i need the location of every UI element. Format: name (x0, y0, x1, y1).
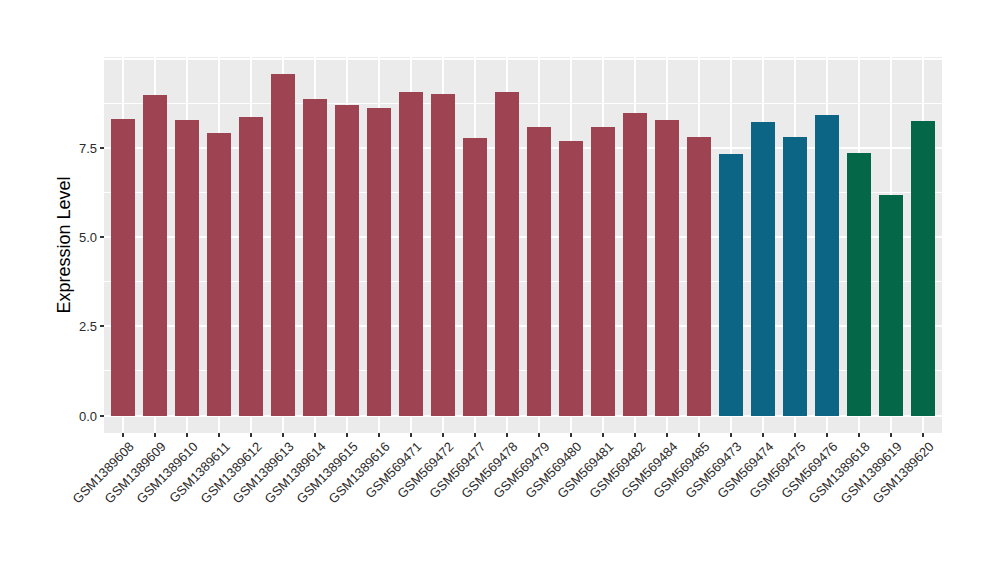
x-tick-mark (826, 433, 828, 437)
bar-GSM1389608 (111, 119, 135, 416)
x-tick-mark (122, 433, 124, 437)
y-tick-mark (100, 236, 104, 238)
x-tick-mark (634, 433, 636, 437)
bar-GSM569481 (591, 127, 615, 416)
bar-GSM1389609 (143, 95, 167, 415)
bar-GSM569476 (815, 115, 839, 416)
y-tick-label: 7.5 (79, 141, 97, 156)
bar-GSM1389613 (271, 74, 295, 416)
bar-GSM569478 (495, 92, 519, 415)
x-tick-mark (474, 433, 476, 437)
bar-GSM569480 (559, 141, 583, 415)
bar-GSM1389616 (367, 108, 391, 415)
bar-GSM1389618 (847, 153, 871, 416)
bar-GSM569477 (463, 138, 487, 416)
y-tick-label: 2.5 (79, 319, 97, 334)
plot-panel (104, 57, 942, 433)
bar-GSM1389619 (879, 195, 903, 416)
x-tick-mark (730, 433, 732, 437)
x-tick-mark (218, 433, 220, 437)
x-tick-mark (506, 433, 508, 437)
x-tick-mark (282, 433, 284, 437)
y-tick-mark (100, 147, 104, 149)
x-tick-mark (922, 433, 924, 437)
x-tick-mark (762, 433, 764, 437)
x-tick-mark (442, 433, 444, 437)
x-tick-mark (538, 433, 540, 437)
x-tick-mark (890, 433, 892, 437)
x-tick-mark (250, 433, 252, 437)
bar-GSM569473 (719, 154, 743, 416)
bar-GSM569474 (751, 122, 775, 416)
h-gridline-minor (104, 103, 942, 104)
x-tick-mark (698, 433, 700, 437)
bar-GSM569475 (783, 137, 807, 416)
y-axis-title: Expression Level (54, 95, 76, 395)
x-tick-mark (314, 433, 316, 437)
x-tick-mark (346, 433, 348, 437)
h-gridline-major (104, 58, 942, 60)
bar-GSM569472 (431, 94, 455, 415)
bar-GSM1389615 (335, 105, 359, 415)
x-tick-mark (794, 433, 796, 437)
expression-bar-chart-figure: Expression Level 0.02.55.07.5 GSM1389608… (0, 0, 1000, 580)
bar-GSM1389614 (303, 99, 327, 415)
x-tick-mark (570, 433, 572, 437)
bar-GSM1389611 (207, 133, 231, 416)
bar-GSM569479 (527, 127, 551, 416)
x-tick-mark (154, 433, 156, 437)
x-tick-mark (186, 433, 188, 437)
x-tick-mark (858, 433, 860, 437)
y-tick-mark (100, 415, 104, 417)
x-tick-mark (378, 433, 380, 437)
y-tick-mark (100, 325, 104, 327)
bar-GSM569471 (399, 92, 423, 416)
x-tick-mark (410, 433, 412, 437)
bar-GSM1389620 (911, 121, 935, 415)
bar-GSM569485 (687, 137, 711, 416)
x-tick-mark (666, 433, 668, 437)
bar-GSM1389612 (239, 117, 263, 416)
bar-GSM569482 (623, 113, 647, 415)
y-tick-label: 5.0 (79, 230, 97, 245)
bar-GSM569484 (655, 120, 679, 415)
y-tick-label: 0.0 (79, 408, 97, 423)
x-tick-mark (602, 433, 604, 437)
bar-GSM1389610 (175, 120, 199, 416)
